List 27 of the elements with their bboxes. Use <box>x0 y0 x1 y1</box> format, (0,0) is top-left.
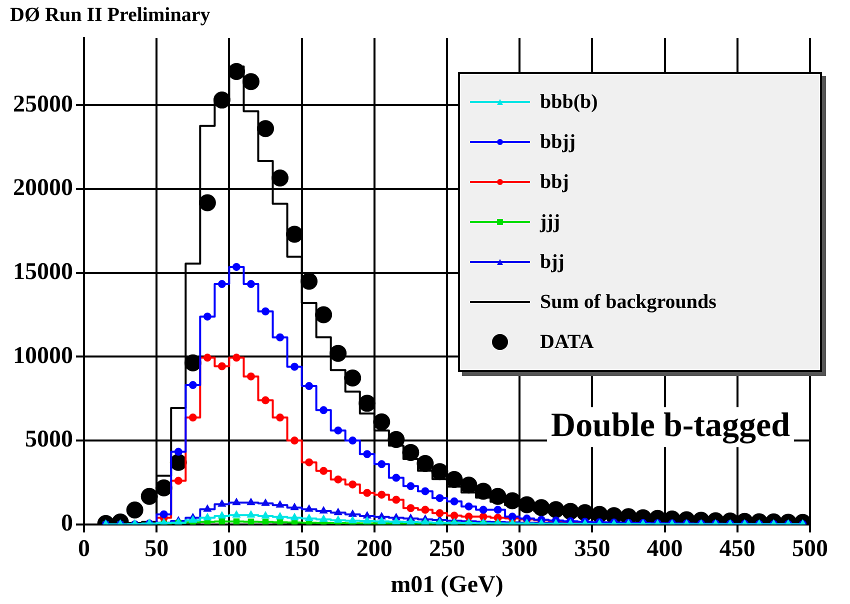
legend-label: bjj <box>540 250 564 274</box>
legend-label: jjj <box>540 210 560 234</box>
x-tick-label: 250 <box>429 536 465 562</box>
y-tick-label: 15000 <box>13 259 73 286</box>
x-tick-label: 450 <box>719 536 756 562</box>
y-tick-label: 20000 <box>13 175 73 202</box>
legend-label: bbb(b) <box>540 90 598 114</box>
x-tick-label: 200 <box>356 536 392 562</box>
x-tick-label: 100 <box>211 536 248 562</box>
x-tick-label: 350 <box>574 536 610 562</box>
legend-label: bbjj <box>540 130 576 154</box>
y-tick-label: 25000 <box>13 91 73 118</box>
x-tick-label: 500 <box>792 536 828 562</box>
x-tick-label: 150 <box>284 536 320 562</box>
x-axis-title: m01 (GeV) <box>390 572 504 598</box>
x-tick-label: 400 <box>646 536 683 562</box>
x-tick-label: 0 <box>78 536 90 562</box>
annotation: Double b-tagged <box>551 406 790 444</box>
legend-label: Sum of backgrounds <box>540 290 716 314</box>
legend-label: bbj <box>540 170 569 194</box>
legend-label: DATA <box>540 330 594 354</box>
y-tick-label: 5000 <box>25 426 73 453</box>
y-tick-label: 0 <box>61 510 73 537</box>
x-tick-label: 300 <box>502 536 538 562</box>
x-tick-label: 50 <box>144 536 169 562</box>
y-tick-label: 10000 <box>13 342 73 369</box>
chart-title: DØ Run II Preliminary <box>10 4 210 26</box>
